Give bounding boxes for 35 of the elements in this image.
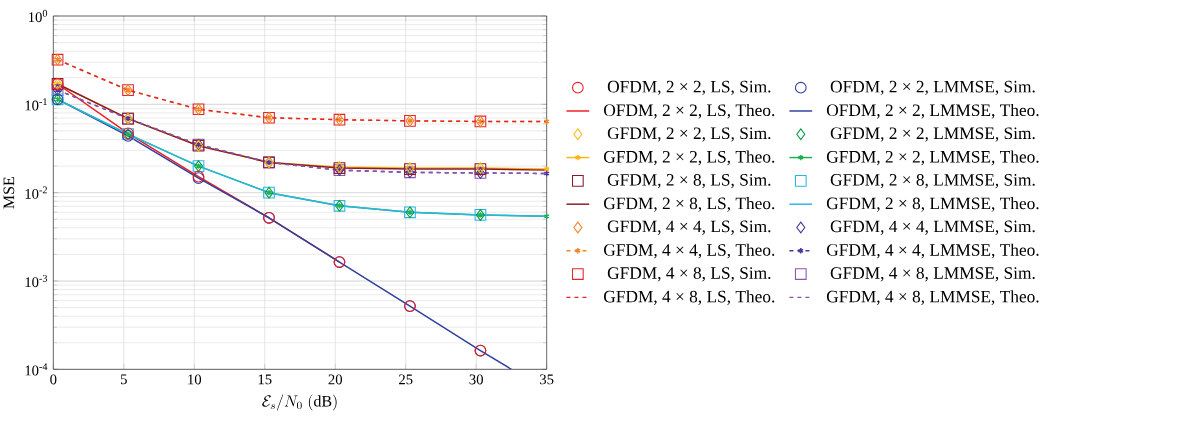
y-tick-label: 10$^{-4}$ xyxy=(25,363,48,376)
x-tick-label: 5 xyxy=(121,374,127,385)
legend-label: GFDM, 2 × 8, LS, Theo. xyxy=(604,197,775,212)
y-axis-title: MSE xyxy=(3,177,15,209)
legend-label: OFDM, 2 × 2, LMMSE, Theo. xyxy=(826,104,1039,119)
legend-label: GFDM, 2 × 2, LS, Theo. xyxy=(604,150,775,166)
x-tick-label: 0 xyxy=(50,374,57,385)
legend-label: GFDM, 2 × 8, LS, Sim. xyxy=(607,174,771,189)
y-tick-label: 10$^{0}$ xyxy=(29,10,48,23)
legend-label: GFDM, 4 × 4, LMMSE, Theo. xyxy=(826,243,1039,259)
legend-label: GFDM, 2 × 2, LMMSE, Theo. xyxy=(826,150,1039,166)
legend-label: OFDM, 2 × 2, LMMSE, Sim. xyxy=(830,81,1035,96)
x-tick-label: 35 xyxy=(540,374,554,385)
y-tick-label: 10$^{-2}$ xyxy=(25,186,47,199)
legend-label: GFDM, 4 × 8, LS, Sim. xyxy=(607,267,771,282)
legend-label: GFDM, 4 × 8, LMMSE, Sim. xyxy=(830,267,1035,282)
x-tick-label: 30 xyxy=(469,374,483,385)
x-tick-label: 15 xyxy=(258,374,272,385)
legend-label: GFDM, 2 × 2, LMMSE, Sim. xyxy=(830,127,1035,142)
legend-label: OFDM, 2 × 2, LS, Sim. xyxy=(607,81,771,96)
x-tick-label: 10 xyxy=(188,374,202,385)
legend-label: OFDM, 2 × 2, LS, Theo. xyxy=(604,104,775,119)
y-tick-label: 10$^{-1}$ xyxy=(25,98,47,111)
legend-label: GFDM, 4 × 8, LMMSE, Theo. xyxy=(826,290,1039,306)
legend-label: GFDM, 2 × 2, LS, Sim. xyxy=(607,127,771,142)
legend-label: GFDM, 4 × 4, LMMSE, Sim. xyxy=(830,220,1035,235)
x-axis-title: $\mathcal{E}_s/N_0\;(\mathrm{dB})$ xyxy=(262,394,337,411)
legend-label: GFDM, 2 × 8, LMMSE, Sim. xyxy=(830,174,1035,189)
x-tick-label: 25 xyxy=(399,374,413,385)
legend-label: GFDM, 4 × 4, LS, Theo. xyxy=(604,243,775,259)
legend-label: GFDM, 4 × 4, LS, Sim. xyxy=(607,220,771,235)
x-tick-label: 20 xyxy=(328,374,343,385)
y-tick-label: 10$^{-3}$ xyxy=(25,275,48,288)
legend-label: GFDM, 2 × 8, LMMSE, Theo. xyxy=(826,197,1039,212)
legend-label: GFDM, 4 × 8, LS, Theo. xyxy=(604,290,775,306)
